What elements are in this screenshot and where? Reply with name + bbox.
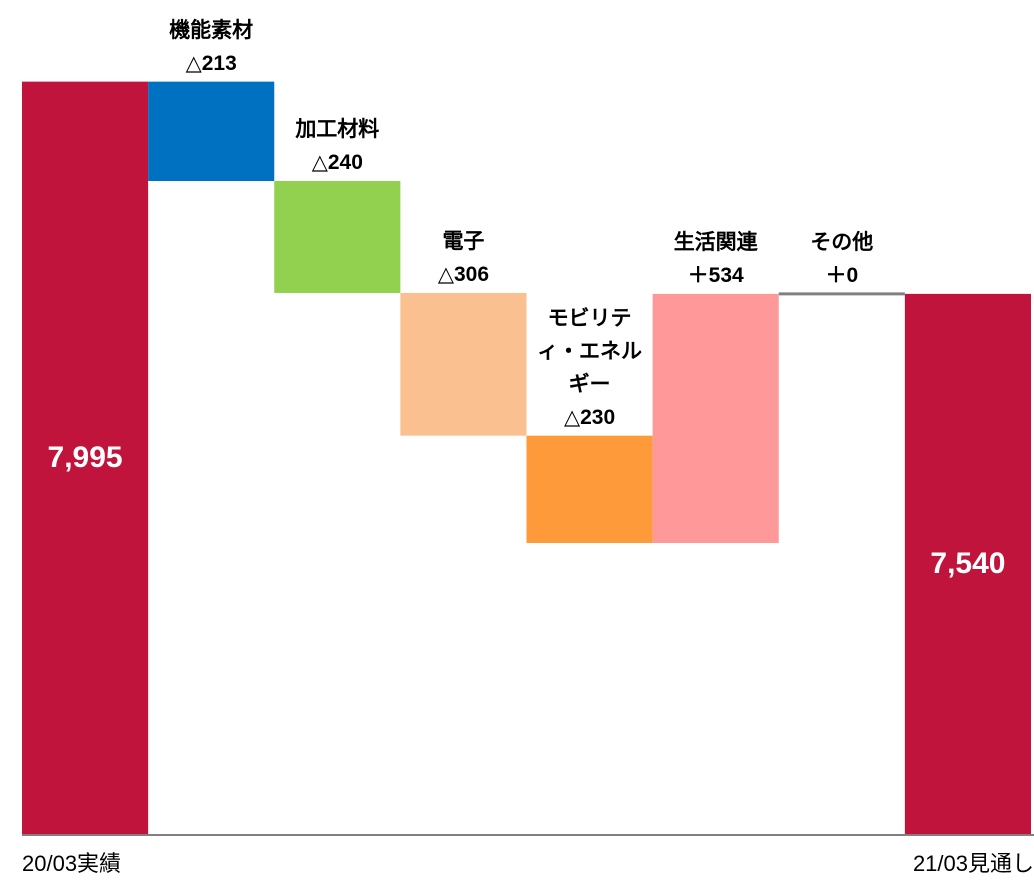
- delta-label: 機能素材 △213: [136, 14, 286, 80]
- value-label: ＋534: [687, 263, 744, 287]
- total-bar: [22, 81, 149, 835]
- value-label: △306: [437, 262, 490, 286]
- value-label: ＋0: [825, 263, 859, 287]
- total-label: 7,995: [47, 441, 123, 475]
- delta-bar: [148, 81, 275, 181]
- total-label: 7,540: [930, 547, 1006, 581]
- total-bar: [904, 293, 1031, 835]
- category-label: その他: [810, 230, 874, 254]
- value-label: △240: [311, 151, 363, 174]
- category-label: 生活関連: [673, 230, 758, 254]
- value-label: △213: [185, 51, 237, 75]
- category-label: 21/03見通し: [912, 851, 1034, 876]
- delta-label: 加工材料 △240: [262, 113, 412, 179]
- delta-bar: [274, 180, 401, 293]
- category-label: 加工材料: [295, 118, 380, 141]
- category-label: モビリティ・エネルギー: [537, 306, 643, 396]
- value-label: △230: [563, 405, 616, 429]
- category-label: 20/03実績: [22, 851, 122, 876]
- delta-bar: [400, 292, 527, 436]
- delta-label: 電子 △306: [388, 225, 538, 291]
- delta-bar: [652, 293, 779, 543]
- delta-label: 生活関連 ＋534: [641, 226, 791, 292]
- delta-bar: [526, 435, 653, 543]
- delta-label: その他 ＋0: [767, 226, 917, 292]
- category-label: 機能素材: [169, 18, 254, 42]
- delta-label: モビリティ・エネルギー △230: [515, 302, 665, 434]
- category-label: 電子: [442, 229, 485, 253]
